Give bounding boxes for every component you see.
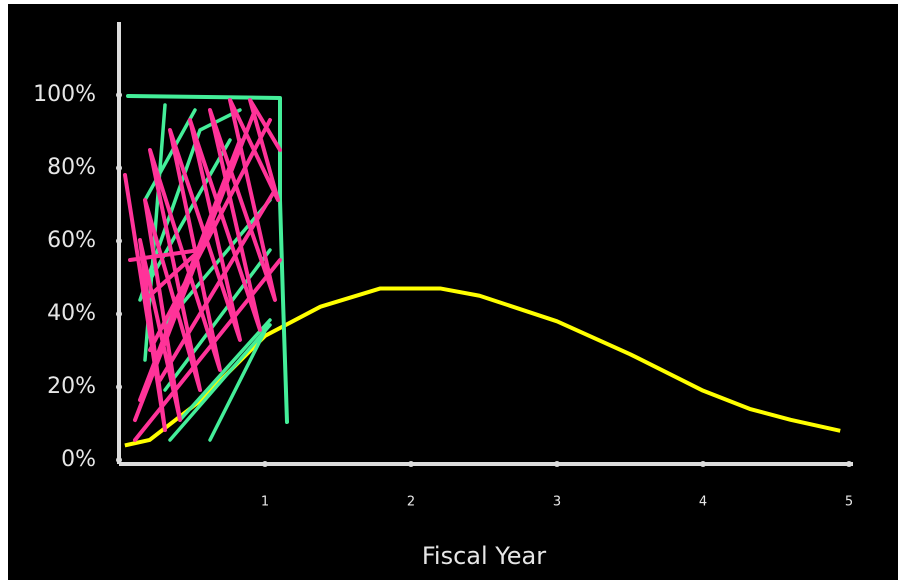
y-tick xyxy=(116,384,122,390)
y-tick xyxy=(116,92,122,98)
y-tick xyxy=(116,238,122,244)
x-tick-label: 2 xyxy=(407,495,415,510)
y-tick-label: 80% xyxy=(47,155,96,180)
y-tick xyxy=(116,457,122,463)
x-tick-label: 1 xyxy=(261,495,269,510)
x-axis-label: Fiscal Year xyxy=(422,542,546,570)
x-tick-label: 5 xyxy=(845,495,853,510)
x-tick xyxy=(700,461,706,467)
y-tick-label: 100% xyxy=(33,82,96,107)
x-tick-label: 3 xyxy=(553,495,561,510)
y-tick-label: 0% xyxy=(61,447,96,472)
chart: Fiscal Year 0% 20% 40% 60% 80% 100% 1 2 3 4 5 xyxy=(0,0,906,580)
y-tick-label: 60% xyxy=(47,228,96,253)
y-tick xyxy=(116,311,122,317)
y-tick xyxy=(116,165,122,171)
y-tick-label: 20% xyxy=(47,374,96,399)
x-tick xyxy=(262,461,268,467)
x-tick xyxy=(846,461,852,467)
y-tick-label: 40% xyxy=(47,301,96,326)
x-tick xyxy=(554,461,560,467)
x-tick-label: 4 xyxy=(699,495,707,510)
x-tick xyxy=(408,461,414,467)
